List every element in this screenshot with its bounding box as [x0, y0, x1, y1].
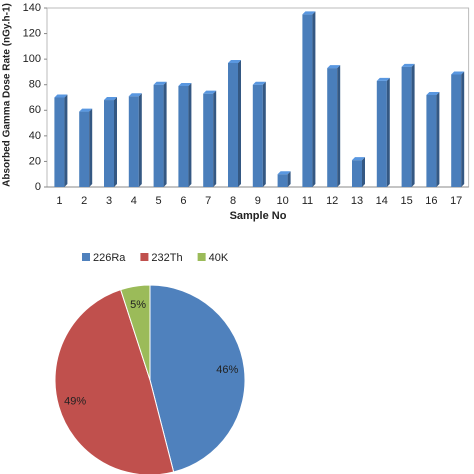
data-label: 46% [216, 364, 238, 376]
x-axis-title: Sample No [230, 210, 287, 222]
x-tick-label: 12 [326, 195, 338, 207]
legend-swatch [140, 253, 149, 261]
legend-label: 40K [209, 252, 229, 264]
bar [79, 108, 93, 187]
bar [54, 94, 68, 187]
x-tick-label: 13 [351, 195, 363, 207]
bar [401, 63, 415, 187]
bar [104, 97, 117, 187]
x-tick-label: 1 [56, 195, 62, 207]
bar [277, 171, 291, 187]
legend-swatch [82, 253, 90, 261]
x-tick-label: 17 [450, 195, 462, 207]
bar [327, 65, 341, 187]
y-tick-label: 0 [35, 181, 41, 193]
bar [252, 81, 266, 187]
x-tick-label: 14 [376, 195, 388, 207]
pie-slice [149, 284, 246, 473]
x-tick-label: 10 [276, 195, 288, 207]
x-tick-label: 9 [255, 195, 261, 207]
y-tick-label: 140 [23, 2, 41, 14]
y-axis-title: Absorbed Gamma Dose Rate (nGy.h-1) [2, 3, 13, 187]
legend-swatch [197, 253, 206, 261]
pie-slice [120, 284, 151, 381]
y-tick-label: 80 [29, 79, 41, 91]
x-tick-label: 2 [81, 195, 87, 207]
legend-label: 232Th [151, 252, 182, 264]
bar [178, 82, 192, 187]
x-tick-label: 3 [106, 195, 112, 207]
y-tick-label: 20 [29, 155, 41, 167]
bar [302, 11, 316, 188]
x-tick-label: 11 [302, 195, 313, 207]
data-label: 5% [130, 299, 146, 311]
x-tick-label: 6 [180, 195, 186, 207]
y-tick-label: 100 [23, 53, 41, 65]
bar [153, 81, 167, 187]
data-label: 49% [64, 396, 86, 408]
bar [352, 157, 365, 187]
bar [376, 77, 390, 187]
x-tick-label: 8 [230, 195, 236, 207]
y-tick-label: 40 [29, 130, 41, 142]
bar [451, 71, 465, 187]
x-tick-label: 16 [425, 195, 437, 207]
x-tick-label: 7 [205, 195, 211, 207]
legend-label: 226Ra [93, 252, 126, 264]
bar [426, 91, 440, 187]
bar [128, 93, 142, 187]
y-tick-label: 60 [29, 104, 41, 116]
bar [203, 90, 217, 187]
y-tick-label: 120 [23, 27, 41, 39]
bar [228, 59, 241, 187]
x-tick-label: 15 [400, 195, 412, 207]
x-tick-label: 4 [131, 195, 137, 207]
x-tick-label: 5 [156, 195, 162, 207]
